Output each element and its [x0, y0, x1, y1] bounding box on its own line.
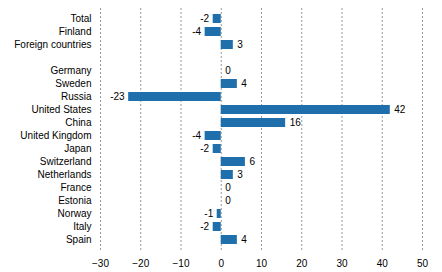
svg-text:Estonia: Estonia: [58, 195, 92, 206]
svg-text:-2: -2: [200, 13, 209, 24]
svg-text:-2: -2: [200, 143, 209, 154]
svg-text:−20: −20: [132, 258, 149, 269]
svg-text:3: 3: [237, 169, 243, 180]
svg-text:Italy: Italy: [73, 221, 91, 232]
svg-text:6: 6: [249, 156, 255, 167]
svg-text:United Kingdom: United Kingdom: [20, 130, 91, 141]
svg-text:Foreign countries: Foreign countries: [14, 39, 91, 50]
svg-text:0: 0: [225, 65, 231, 76]
svg-text:United States: United States: [31, 104, 91, 115]
svg-text:Japan: Japan: [64, 143, 91, 154]
svg-text:Russia: Russia: [61, 91, 92, 102]
svg-text:10: 10: [256, 258, 268, 269]
svg-text:4: 4: [241, 78, 247, 89]
svg-text:-1: -1: [204, 208, 213, 219]
svg-text:Sweden: Sweden: [55, 78, 91, 89]
svg-text:−10: −10: [173, 258, 190, 269]
svg-text:3: 3: [237, 39, 243, 50]
svg-text:Spain: Spain: [66, 234, 92, 245]
svg-text:-2: -2: [200, 221, 209, 232]
svg-text:40: 40: [377, 258, 389, 269]
svg-text:-23: -23: [110, 91, 125, 102]
svg-text:42: 42: [394, 104, 406, 115]
svg-text:-4: -4: [192, 130, 201, 141]
svg-text:Total: Total: [70, 13, 91, 24]
svg-text:50: 50: [417, 258, 429, 269]
svg-text:16: 16: [290, 117, 302, 128]
svg-text:20: 20: [296, 258, 308, 269]
svg-text:0: 0: [218, 258, 224, 269]
svg-text:4: 4: [241, 234, 247, 245]
svg-text:0: 0: [225, 182, 231, 193]
svg-text:Switzerland: Switzerland: [40, 156, 92, 167]
svg-text:Germany: Germany: [50, 65, 91, 76]
svg-text:Netherlands: Netherlands: [38, 169, 92, 180]
svg-text:−30: −30: [92, 258, 109, 269]
svg-text:Norway: Norway: [58, 208, 92, 219]
svg-text:Finland: Finland: [59, 26, 92, 37]
svg-text:0: 0: [225, 195, 231, 206]
svg-text:France: France: [60, 182, 92, 193]
svg-text:30: 30: [336, 258, 348, 269]
svg-text:China: China: [65, 117, 92, 128]
svg-text:-4: -4: [192, 26, 201, 37]
